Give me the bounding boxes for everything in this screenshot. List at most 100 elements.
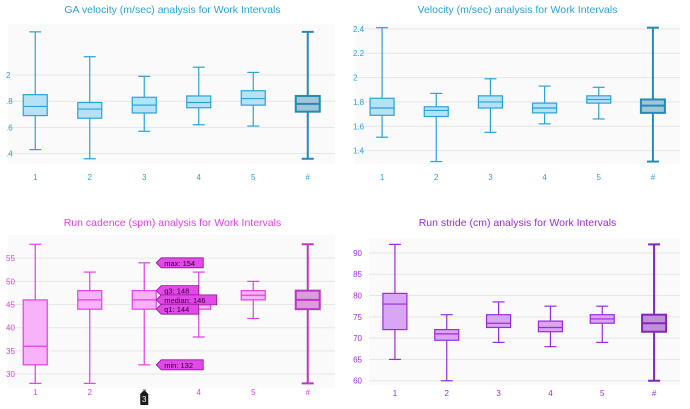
callout-label: median: 146 [164,296,205,305]
chart-title: GA velocity (m/sec) analysis for Work In… [64,4,281,16]
callout-label: max: 154 [164,259,195,268]
box-plot-# [639,26,666,163]
chart-plot[interactable]: 60 65 70 75 80 85 90 1 2 3 4 5 # [345,205,690,409]
box-plot-5 [240,280,266,320]
box-iqr [537,320,564,333]
x-tick-label: 3 [496,389,501,398]
y-tick-label: 2.4 [353,25,365,34]
chart-title: Run stride (cm) analysis for Work Interv… [418,217,617,229]
x-tick-label: # [306,388,311,397]
box-plot-3 [485,301,512,343]
y-tick-label: 90 [353,249,362,258]
y-tick-label: 70 [353,334,362,343]
chart-plot[interactable]: .4 .6 .8 2 1 2 3 4 5 # [0,0,345,205]
x-tick-label: 2 [434,173,439,182]
x-tick-label: 2 [88,388,93,397]
x-tick-label: 4 [197,173,202,182]
cursor-label: 3 [142,395,147,404]
box-iqr [423,106,449,118]
x-tick-label: 5 [597,173,602,182]
box-iqr [22,94,48,117]
box-plot-1 [22,243,48,384]
callout-label: q1: 144 [164,305,189,314]
box-plot-2 [423,92,449,163]
box-iqr [485,314,512,329]
x-tick-label: # [652,389,657,398]
box-plot-3 [131,75,157,132]
x-tick-label: 5 [251,173,256,182]
box-plot-# [294,30,321,160]
plot-background [355,24,680,164]
box-plot-4 [186,66,212,126]
tooltip-callout: max: 154 [155,257,204,269]
chart-panel-velocity: Velocity (m/sec) analysis for Work Inter… [345,0,690,205]
plot-background [369,238,680,385]
callout-shape [155,285,200,297]
y-tick-label: 85 [353,270,362,279]
y-tick-label: 60 [353,377,362,386]
box-plot-2 [434,314,460,382]
chart-panel-ga-velocity: GA velocity (m/sec) analysis for Work In… [0,0,345,205]
box-plot-# [294,243,321,385]
box-plot-# [641,243,668,382]
box-plot-2 [77,56,103,160]
box-iqr [240,90,266,106]
box-iqr [186,95,212,109]
box-plot-4 [537,305,564,348]
y-tick-label: .8 [6,97,13,106]
y-tick-label: 2.2 [353,49,365,58]
cursor-shape [140,390,149,405]
chart-panel-run-stride: Run stride (cm) analysis for Work Interv… [345,205,690,409]
y-tick-label: 1.6 [353,122,365,131]
callout-shape [155,294,218,306]
chart-title: Run cadence (spm) analysis for Work Inte… [63,217,282,229]
x-tick-label: 4 [542,173,547,182]
x-tick-label: # [651,173,656,182]
box-plot-3 [477,78,504,133]
cursor-marker: 3 [140,390,149,405]
callout-shape [155,303,200,315]
x-tick-label: 4 [548,389,553,398]
y-tick-label: 1.8 [353,98,365,107]
tooltip-callout: min: 132 [155,359,204,371]
y-tick-label: 30 [6,370,15,379]
y-tick-label: .6 [6,123,13,132]
box-plot-5 [240,71,266,127]
y-tick-label: 75 [353,313,362,322]
plot-background [8,24,335,164]
chart-plot[interactable]: 1.4 1.6 1.8 2 2.2 2.4 1 2 3 4 5 # [345,0,690,205]
x-tick-label: 2 [88,173,93,182]
box-iqr [369,97,395,116]
box-plot-1 [382,243,408,361]
y-tick-label: 45 [6,301,15,310]
x-tick-label: 1 [393,389,398,398]
x-tick-label: 4 [197,388,202,397]
callout-label: q3: 148 [164,287,189,296]
callout-shape [155,359,204,371]
x-tick-label: 1 [33,388,38,397]
y-tick-label: 1.4 [353,147,365,156]
tooltip-callout: q1: 144 [155,303,200,315]
box-iqr [22,299,48,366]
y-tick-label: 2 [6,71,11,80]
x-tick-label: # [306,173,311,182]
y-tick-label: 80 [353,292,362,301]
box-plot-1 [369,27,395,138]
chart-title: Velocity (m/sec) analysis for Work Inter… [417,4,618,16]
tooltip-callout: median: 146 [155,294,218,306]
x-tick-label: 5 [600,389,605,398]
x-tick-label: 2 [445,389,450,398]
box-plot-5 [586,86,612,120]
box-plot-3 [131,262,157,366]
chart-panel-run-cadence: Run cadence (spm) analysis for Work Inte… [0,205,345,409]
y-tick-label: 50 [6,277,15,286]
y-tick-label: 40 [6,324,15,333]
x-tick-label: 1 [380,173,385,182]
callout-shape [155,257,204,269]
box-iqr [434,329,460,341]
tooltip-callout: q3: 148 [155,285,200,297]
y-tick-label: 2 [353,74,358,83]
box-plot-2 [77,271,103,384]
